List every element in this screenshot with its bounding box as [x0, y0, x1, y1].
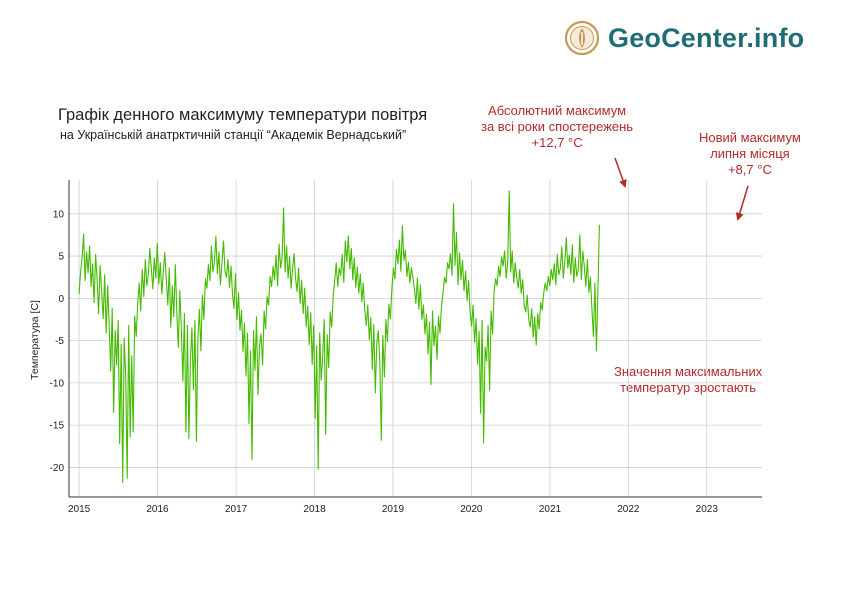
annotation-line: Новий максимум	[699, 130, 801, 145]
annotation-line: +12,7 °С	[531, 135, 583, 150]
y-tick-label: -10	[50, 378, 65, 389]
chart-title: Графік денного максимуму температури пов…	[58, 106, 428, 124]
grid	[69, 180, 762, 497]
brand-name: GeoCenter.info	[608, 22, 805, 53]
y-tick-label: -5	[55, 336, 64, 347]
chart-subtitle: на Українській анатрктичній станції “Ака…	[60, 128, 407, 142]
x-tick-label: 2018	[303, 504, 326, 515]
x-tick-label: 2020	[460, 504, 483, 515]
y-tick-label: -15	[50, 421, 65, 432]
annotation-line: +8,7 °С	[727, 162, 772, 177]
annotation-line: липня місяця	[710, 146, 790, 161]
x-tick-label: 2021	[539, 504, 562, 515]
annotation-new-max: Новий максимум липня місяця +8,7 °С	[699, 130, 801, 178]
annotation-line: за всі роки спостережень	[481, 119, 634, 134]
annotation-arrow-absolute-max	[614, 157, 627, 188]
annotation-line: Значення максимальних	[614, 364, 763, 379]
x-tick-label: 2016	[146, 504, 169, 515]
y-tick-label: 0	[58, 294, 64, 305]
geocenter-logo-icon	[564, 20, 600, 56]
annotation-line: Абсолютний максимум	[488, 103, 627, 118]
annotation-line: температур зростають	[620, 380, 757, 395]
annotation-trend: Значення максимальних температур зростаю…	[614, 364, 762, 396]
brand-logo[interactable]: GeoCenter.info	[564, 18, 804, 58]
y-tick-label: 10	[53, 209, 65, 220]
annotation-absolute-max: Абсолютний максимум за всі роки спостере…	[481, 103, 633, 151]
x-tick-label: 2023	[696, 504, 719, 515]
axes	[68, 180, 762, 498]
x-tick-label: 2017	[225, 504, 248, 515]
x-tick-label: 2019	[382, 504, 405, 515]
series-line	[78, 190, 600, 484]
x-tick-label: 2015	[68, 504, 91, 515]
x-tick-label: 2022	[617, 504, 640, 515]
y-axis-label: Температура [С]	[29, 300, 41, 380]
y-tick-label: -20	[50, 463, 65, 474]
y-tick-label: 5	[58, 252, 64, 263]
annotation-arrow-new-max	[735, 185, 749, 221]
tick-labels: 10 5 0 -5 -10 -15 -20 2015 2016 2017 2018 2019 2020 2…	[50, 209, 719, 515]
